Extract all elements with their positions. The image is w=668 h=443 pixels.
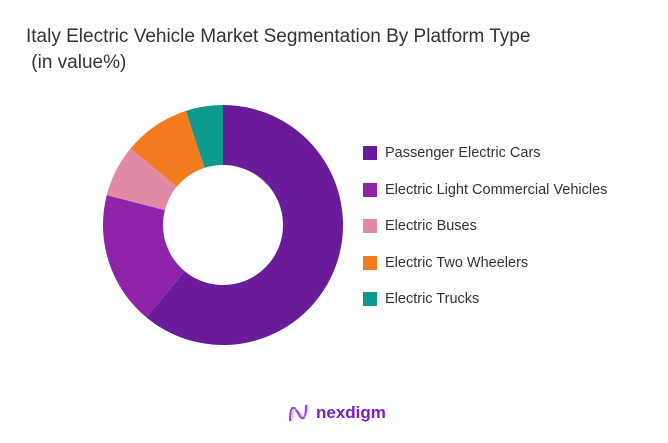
slice-electric-buses bbox=[106, 148, 177, 211]
legend-label: Electric Buses bbox=[385, 218, 477, 234]
legend-item: Passenger Electric Cars bbox=[363, 144, 668, 162]
slice-electric-light-commercial-vehicles bbox=[103, 195, 185, 318]
legend-swatch bbox=[363, 219, 377, 233]
legend-item: Electric Two Wheelers bbox=[363, 254, 668, 272]
legend-swatch bbox=[363, 146, 377, 160]
legend-label: Electric Light Commercial Vehicles bbox=[385, 181, 608, 198]
logo-text: nexdigm bbox=[316, 403, 386, 422]
legend-swatch bbox=[363, 255, 377, 270]
slice-electric-two-wheelers bbox=[130, 110, 205, 187]
logo-icon bbox=[289, 404, 309, 422]
legend-item: Electric Trucks bbox=[363, 290, 668, 308]
nexdigm-logo: nexdigm bbox=[288, 403, 386, 423]
legend-label: Passenger Electric Cars bbox=[385, 145, 541, 161]
legend: Passenger Electric Cars Electric Light Co… bbox=[363, 144, 668, 327]
legend-swatch bbox=[363, 292, 377, 306]
slice-passenger-electric-cars bbox=[146, 105, 344, 345]
legend-label: Electric Two Wheelers bbox=[385, 254, 529, 271]
slice-electric-trucks bbox=[185, 105, 223, 168]
legend-item: Electric Buses bbox=[363, 217, 668, 235]
chart-title: Italy Electric Vehicle Market Segmentati… bbox=[26, 26, 531, 73]
legend-item: Electric Light Commercial Vehicles bbox=[363, 181, 668, 199]
legend-label: Electric Trucks bbox=[385, 291, 480, 307]
legend-swatch bbox=[363, 182, 377, 197]
